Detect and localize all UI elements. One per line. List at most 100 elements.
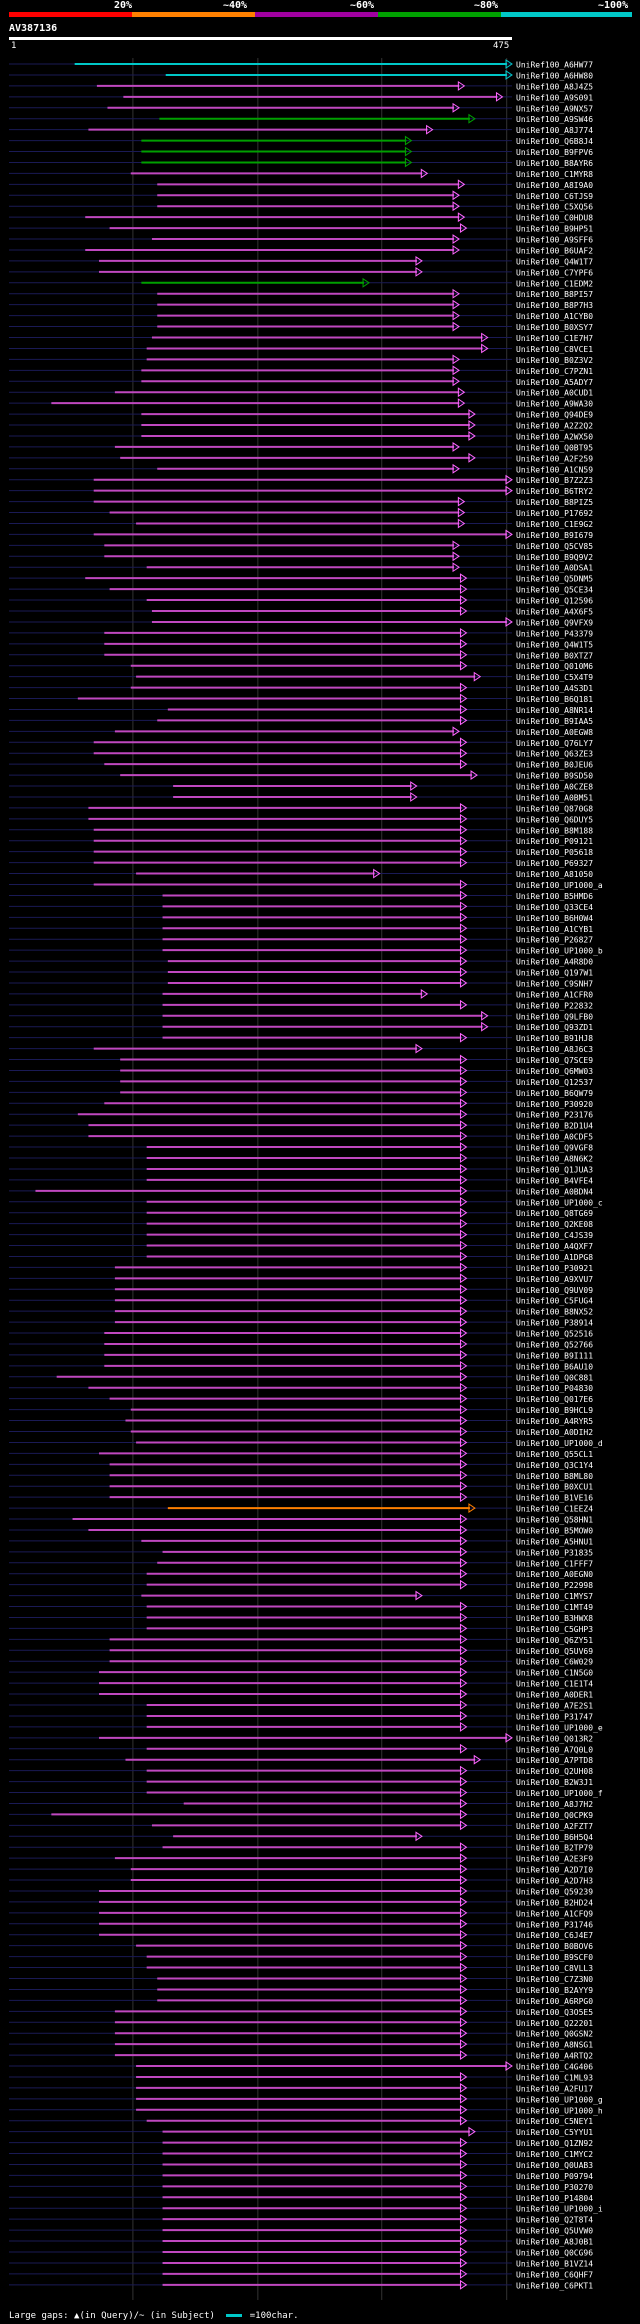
hit-label[interactable]: UniRef100_Q12596 <box>516 597 593 606</box>
hit-row[interactable]: UniRef100_Q93ZD1 <box>9 1021 593 1033</box>
hit-label[interactable]: UniRef100_B1VE16 <box>516 1494 593 1503</box>
hit-row[interactable]: UniRef100_A0DIH2 <box>9 1426 593 1438</box>
hit-label[interactable]: UniRef100_A9NX57 <box>516 104 593 113</box>
hit-label[interactable]: UniRef100_Q4W1T5 <box>516 640 593 649</box>
hit-label[interactable]: UniRef100_P04830 <box>516 1384 593 1393</box>
hit-row[interactable]: UniRef100_A9S091 <box>9 91 593 103</box>
hit-row[interactable]: UniRef100_B8AYR6 <box>9 157 593 168</box>
hit-row[interactable]: UniRef100_Q55CL1 <box>9 1448 593 1459</box>
hit-row[interactable]: UniRef100_Q0CG96 <box>9 2247 593 2258</box>
hit-row[interactable]: UniRef100_UP1000_b <box>9 945 603 956</box>
hit-row[interactable]: UniRef100_A2FZT7 <box>9 1820 593 1831</box>
hit-label[interactable]: UniRef100_C1EEZ4 <box>516 1505 593 1514</box>
hit-label[interactable]: UniRef100_C7Z3N0 <box>516 1975 593 1984</box>
hit-row[interactable]: UniRef100_P30920 <box>9 1098 593 1109</box>
hit-row[interactable]: UniRef100_C7Z3N0 <box>9 1973 593 1985</box>
hit-row[interactable]: UniRef100_UP1000_e <box>9 1721 603 1733</box>
hit-row[interactable]: UniRef100_C1MYC2 <box>9 2148 593 2160</box>
hit-label[interactable]: UniRef100_A8NSG1 <box>516 2041 593 2050</box>
hit-row[interactable]: UniRef100_P38914 <box>9 1317 593 1328</box>
hit-row[interactable]: UniRef100_A1CYB1 <box>9 923 593 934</box>
hit-row[interactable]: UniRef100_A8J0B1 <box>9 2236 593 2247</box>
hit-row[interactable]: UniRef100_Q9VGF8 <box>9 1142 593 1153</box>
hit-row[interactable]: UniRef100_C5X4T9 <box>9 671 593 683</box>
hit-row[interactable]: UniRef100_Q3O5E5 <box>9 2006 593 2017</box>
hit-label[interactable]: UniRef100_B6Q181 <box>516 695 593 704</box>
hit-label[interactable]: UniRef100_C1ML93 <box>516 2073 593 2082</box>
hit-row[interactable]: UniRef100_Q7SCE9 <box>9 1054 593 1066</box>
hit-label[interactable]: UniRef100_P69327 <box>516 859 593 868</box>
hit-label[interactable]: UniRef100_C1E9G2 <box>516 520 593 529</box>
hit-row[interactable]: UniRef100_B6H5Q4 <box>9 1831 593 1842</box>
hit-row[interactable]: UniRef100_C0HDU8 <box>9 212 593 223</box>
hit-label[interactable]: UniRef100_C6W029 <box>516 1658 593 1667</box>
hit-label[interactable]: UniRef100_P30920 <box>516 1100 593 1109</box>
hit-label[interactable]: UniRef100_Q9VFX9 <box>516 618 593 627</box>
hit-row[interactable]: UniRef100_A1DPG8 <box>9 1251 593 1262</box>
hit-row[interactable]: UniRef100_C1EEZ4 <box>9 1503 593 1514</box>
hit-label[interactable]: UniRef100_Q0GSN2 <box>516 2030 593 2039</box>
hit-row[interactable]: UniRef100_A1CFR0 <box>9 988 593 1000</box>
hit-label[interactable]: UniRef100_Q52516 <box>516 1330 593 1339</box>
hit-label[interactable]: UniRef100_C5X4T9 <box>516 673 593 682</box>
hit-row[interactable]: UniRef100_Q5CE34 <box>9 584 593 595</box>
hit-row[interactable]: UniRef100_C5YYU1 <box>9 2126 593 2138</box>
hit-row[interactable]: UniRef100_C1E7H7 <box>9 332 593 344</box>
hit-row[interactable]: UniRef100_B0Z3V2 <box>9 354 593 365</box>
hit-label[interactable]: UniRef100_C1EDM2 <box>516 279 593 288</box>
hit-label[interactable]: UniRef100_Q0CPK9 <box>516 1811 593 1820</box>
hit-row[interactable]: UniRef100_B6H0W4 <box>9 912 593 923</box>
hit-row[interactable]: UniRef100_B5HMD6 <box>9 890 593 901</box>
hit-row[interactable]: UniRef100_C6W029 <box>9 1656 593 1667</box>
hit-label[interactable]: UniRef100_B0XCU1 <box>516 1483 593 1492</box>
hit-label[interactable]: UniRef100_B6H0W4 <box>516 914 593 923</box>
hit-label[interactable]: UniRef100_A4S3D1 <box>516 684 593 693</box>
hit-row[interactable]: UniRef100_A8NSG1 <box>9 2039 593 2050</box>
hit-label[interactable]: UniRef100_Q12537 <box>516 1078 593 1087</box>
hit-label[interactable]: UniRef100_P17692 <box>516 509 593 518</box>
hit-row[interactable]: UniRef100_A0BDN4 <box>9 1185 593 1197</box>
hit-row[interactable]: UniRef100_P17692 <box>9 507 593 518</box>
hit-label[interactable]: UniRef100_P14804 <box>516 2194 593 2203</box>
hit-label[interactable]: UniRef100_P22832 <box>516 1001 593 1010</box>
hit-row[interactable]: UniRef100_C5XQ56 <box>9 201 593 212</box>
hit-label[interactable]: UniRef100_Q9UV09 <box>516 1286 593 1295</box>
hit-label[interactable]: UniRef100_A8J4Z5 <box>516 82 593 91</box>
hit-row[interactable]: UniRef100_C1MYR8 <box>9 168 593 179</box>
hit-label[interactable]: UniRef100_P30921 <box>516 1264 593 1273</box>
hit-row[interactable]: UniRef100_B8PIZ5 <box>9 496 593 508</box>
hit-label[interactable]: UniRef100_A7PTD8 <box>516 1756 593 1765</box>
hit-label[interactable]: UniRef100_Q5DNM5 <box>516 575 593 584</box>
hit-label[interactable]: UniRef100_Q6MW03 <box>516 1067 593 1076</box>
hit-label[interactable]: UniRef100_C1E7H7 <box>516 334 593 343</box>
hit-label[interactable]: UniRef100_Q1ZN92 <box>516 2139 593 2148</box>
hit-label[interactable]: UniRef100_A0CZE8 <box>516 783 593 792</box>
hit-label[interactable]: UniRef100_UP1000_g <box>516 2095 603 2104</box>
hit-row[interactable]: UniRef100_Q197W1 <box>9 967 593 978</box>
hit-label[interactable]: UniRef100_Q2UH08 <box>516 1767 593 1776</box>
hit-label[interactable]: UniRef100_A4RTQ2 <box>516 2052 593 2061</box>
hit-label[interactable]: UniRef100_A2Z2Q2 <box>516 422 593 431</box>
hit-row[interactable]: UniRef100_Q013R2 <box>9 1732 593 1744</box>
hit-row[interactable]: UniRef100_Q5UV69 <box>9 1645 593 1656</box>
hit-row[interactable]: UniRef100_Q5DNM5 <box>9 573 593 584</box>
hit-label[interactable]: UniRef100_B3HWX8 <box>516 1614 593 1623</box>
hit-label[interactable]: UniRef100_UP1000_e <box>516 1723 603 1732</box>
hit-row[interactable]: UniRef100_B6UAF2 <box>9 245 593 256</box>
hit-row[interactable]: UniRef100_C5NEY1 <box>9 2115 593 2127</box>
hit-label[interactable]: UniRef100_A0CUD1 <box>516 389 593 398</box>
hit-label[interactable]: UniRef100_A6HW77 <box>516 61 593 70</box>
hit-label[interactable]: UniRef100_A8J0B1 <box>516 2238 593 2247</box>
hit-label[interactable]: UniRef100_A0CDF5 <box>516 1133 593 1142</box>
hit-row[interactable]: UniRef100_Q4W1T7 <box>9 255 593 267</box>
hit-label[interactable]: UniRef100_B8PI57 <box>516 290 593 299</box>
hit-row[interactable]: UniRef100_Q76LY7 <box>9 737 593 748</box>
hit-row[interactable]: UniRef100_Q017E6 <box>9 1393 593 1405</box>
hit-label[interactable]: UniRef100_P30270 <box>516 2183 593 2192</box>
hit-row[interactable]: UniRef100_C6QHF7 <box>9 2268 593 2280</box>
hit-label[interactable]: UniRef100_C5FUG4 <box>516 1297 593 1306</box>
hit-label[interactable]: UniRef100_Q5CV85 <box>516 542 593 551</box>
hit-row[interactable]: UniRef100_P22832 <box>9 999 593 1011</box>
hit-label[interactable]: UniRef100_B9HP51 <box>516 225 593 234</box>
hit-label[interactable]: UniRef100_B8AYR6 <box>516 159 593 168</box>
